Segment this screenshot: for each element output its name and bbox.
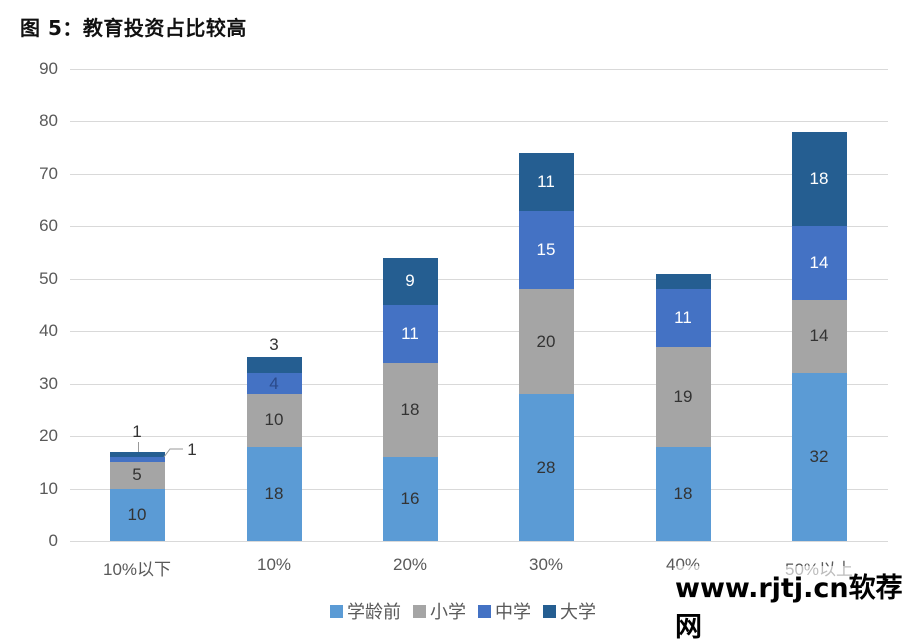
bar-stack: 28 20 15 11 — [518, 69, 574, 541]
bar-segment-2 — [109, 457, 165, 463]
y-tick-label: 80 — [39, 111, 58, 131]
gridline — [70, 278, 888, 280]
bar-segment-2: 14 — [791, 226, 847, 300]
legend-swatch-icon — [543, 604, 556, 618]
x-tick-label: 20% — [392, 555, 428, 574]
gridline — [70, 121, 888, 123]
legend-label: 大学 — [560, 602, 596, 623]
bar-stack: 18 19 11 — [655, 69, 711, 541]
gridline — [70, 69, 888, 70]
data-label: 16 — [400, 489, 420, 509]
x-tick-label: 10%以下 — [102, 560, 172, 579]
bar-segment-2: 4 — [246, 373, 302, 395]
legend-label: 学龄前 — [347, 602, 401, 623]
gridline — [70, 226, 888, 228]
bar-segment-0: 10 — [109, 488, 165, 541]
bar-segment-3 — [109, 451, 165, 458]
gridline — [70, 331, 888, 333]
y-tick-label: 40 — [39, 321, 58, 341]
bar-segment-3 — [655, 273, 711, 290]
bar-segment-1: 10 — [246, 394, 302, 447]
bar-stack: 32 14 14 18 — [791, 69, 847, 541]
bar-stack: 16 18 11 9 — [382, 69, 438, 541]
legend-label: 中学 — [495, 602, 531, 623]
data-label: 9 — [405, 271, 415, 291]
data-label: 3 — [269, 335, 279, 355]
leader-line — [138, 441, 139, 452]
gridline — [70, 488, 888, 490]
bar-segment-0: 18 — [246, 446, 302, 541]
data-label: 11 — [674, 308, 692, 328]
bar-segment-2: 11 — [655, 289, 711, 347]
watermark: www.rjtj.cn软荐网 — [675, 566, 911, 644]
data-label: 10 — [127, 504, 147, 524]
bar-segment-1: 5 — [109, 462, 165, 489]
x-tick-label: 10% — [256, 555, 292, 574]
data-label: 15 — [536, 239, 556, 259]
data-label: 11 — [537, 171, 555, 191]
data-label: 28 — [536, 457, 556, 477]
data-label: 18 — [673, 483, 693, 503]
gridline — [70, 436, 888, 438]
bar-segment-3: 9 — [382, 257, 438, 305]
bar-segment-1: 18 — [382, 362, 438, 458]
plot-area: 10 5 18 10 4 16 18 11 9 28 20 15 11 18 19 11 32 14 14 18 — [70, 69, 888, 542]
bar-segment-1: 20 — [518, 289, 574, 395]
y-tick-label: 0 — [48, 531, 58, 550]
bar-segment-3: 18 — [791, 131, 847, 227]
bar-segment-0: 16 — [382, 457, 438, 541]
data-label: 10 — [264, 410, 284, 430]
legend: 学龄前 小学 中学 大学 — [330, 598, 602, 624]
data-label: 18 — [400, 399, 420, 419]
y-tick-label: 50 — [39, 268, 58, 288]
bar-segment-2: 15 — [518, 210, 574, 290]
data-label: 14 — [809, 253, 829, 273]
y-tick-label: 10 — [39, 478, 58, 498]
data-label: 4 — [269, 373, 279, 393]
gridline — [70, 383, 888, 385]
data-label: 32 — [809, 447, 829, 467]
bar-segment-1: 19 — [655, 346, 711, 447]
data-label: 19 — [673, 386, 693, 406]
chart-title: 图 5：教育投资占比较高 — [20, 16, 247, 40]
y-tick-label: 30 — [39, 373, 58, 393]
data-label: 1 — [187, 440, 197, 459]
bar-segment-2: 11 — [382, 305, 438, 363]
bar-segment-3: 11 — [518, 152, 574, 211]
bar-segment-3 — [246, 357, 302, 374]
legend-swatch-icon — [478, 604, 491, 618]
bar-segment-1: 14 — [791, 299, 847, 374]
data-label: 20 — [536, 331, 556, 351]
leader-line — [163, 448, 183, 458]
x-tick-label: 30% — [528, 555, 564, 574]
legend-item: 学龄前 — [330, 598, 401, 624]
legend-swatch-icon — [413, 604, 426, 618]
y-tick-label: 20 — [39, 426, 58, 446]
legend-swatch-icon — [330, 604, 343, 618]
data-label: 5 — [132, 465, 142, 485]
data-label: 11 — [401, 323, 419, 343]
legend-item: 小学 — [413, 598, 466, 624]
bar-segment-0: 18 — [655, 446, 711, 541]
y-tick-label: 90 — [39, 59, 58, 78]
bar-segment-0: 28 — [518, 394, 574, 541]
data-label: 14 — [809, 326, 829, 346]
data-label: 18 — [809, 169, 829, 189]
legend-item: 大学 — [543, 598, 596, 624]
gridline — [70, 173, 888, 175]
data-label: 18 — [264, 483, 284, 503]
bar-stack: 18 10 4 — [246, 69, 302, 541]
bar-stack: 10 5 — [109, 69, 165, 541]
y-tick-label: 70 — [39, 163, 58, 183]
y-tick-label: 60 — [39, 216, 58, 236]
bar-segment-0: 32 — [791, 373, 847, 541]
legend-item: 中学 — [478, 598, 531, 624]
data-label: 1 — [132, 421, 142, 441]
gridline — [70, 541, 888, 542]
legend-label: 小学 — [430, 602, 466, 623]
